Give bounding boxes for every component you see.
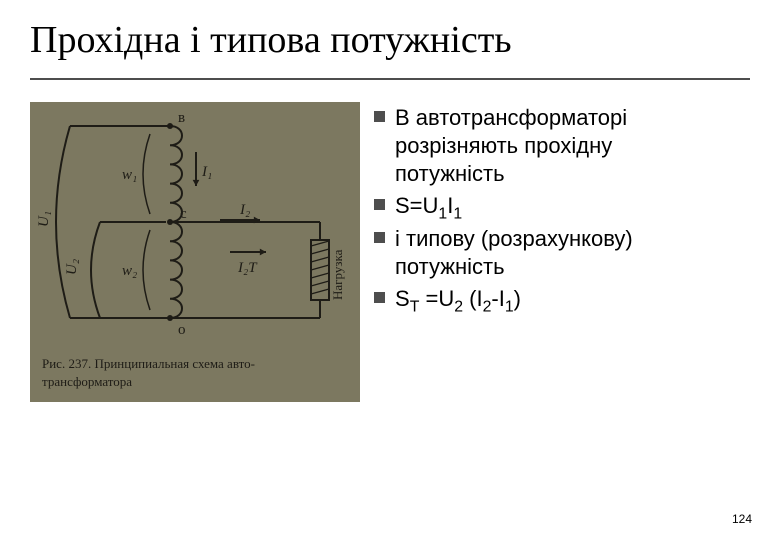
bullet-item: ST =U2 (I2-I1) (374, 285, 750, 313)
bullet-marker-icon (374, 232, 385, 243)
content-row: в с о I₁ I₂ I₂T w₁ w₂ U₁ U₂ Нагрузка Рис. 237. Прин… (0, 80, 780, 402)
bullet-text: ST =U2 (I2-I1) (395, 285, 521, 313)
svg-text:w₁: w₁ (122, 167, 137, 183)
autotransformer-figure: в с о I₁ I₂ I₂T w₁ w₂ U₁ U₂ Нагрузка Рис. 237. Прин… (30, 102, 360, 402)
slide-title: Прохідна і типова потужність (30, 18, 750, 62)
bullet-text: В автотрансформаторі розрізняють прохідн… (395, 104, 627, 188)
bullet-marker-icon (374, 292, 385, 303)
svg-text:U₁: U₁ (36, 211, 52, 227)
svg-text:Рис. 237. Принципиальная схема: Рис. 237. Принципиальная схема авто- (42, 356, 255, 371)
svg-text:U₂: U₂ (64, 259, 80, 275)
bullet-item: В автотрансформаторі розрізняють прохідн… (374, 104, 750, 188)
svg-text:w₂: w₂ (122, 263, 137, 279)
title-area: Прохідна і типова потужність (0, 0, 780, 72)
svg-text:Нагрузка: Нагрузка (330, 249, 345, 300)
bullet-marker-icon (374, 199, 385, 210)
schematic-svg: в с о I₁ I₂ I₂T w₁ w₂ U₁ U₂ Нагрузка Рис. 237. Прин… (30, 102, 360, 402)
page-number: 124 (732, 512, 752, 526)
svg-text:I₂T: I₂T (237, 260, 258, 276)
svg-text:I₂: I₂ (239, 202, 250, 218)
bullet-text: і типову (розрахункову) потужність (395, 225, 633, 281)
bullet-text: S=U1I1 (395, 192, 462, 220)
bullet-item: і типову (розрахункову) потужність (374, 225, 750, 281)
bullet-list: В автотрансформаторі розрізняють прохідн… (374, 102, 750, 402)
svg-text:с: с (180, 206, 187, 222)
svg-text:трансформатора: трансформатора (42, 374, 132, 389)
svg-text:I₁: I₁ (201, 164, 212, 180)
svg-text:в: в (178, 110, 185, 126)
svg-text:о: о (178, 322, 186, 338)
bullet-item: S=U1I1 (374, 192, 750, 220)
bullet-marker-icon (374, 111, 385, 122)
slide: Прохідна і типова потужність в с о I₁ I₂ I₂T w… (0, 0, 780, 540)
